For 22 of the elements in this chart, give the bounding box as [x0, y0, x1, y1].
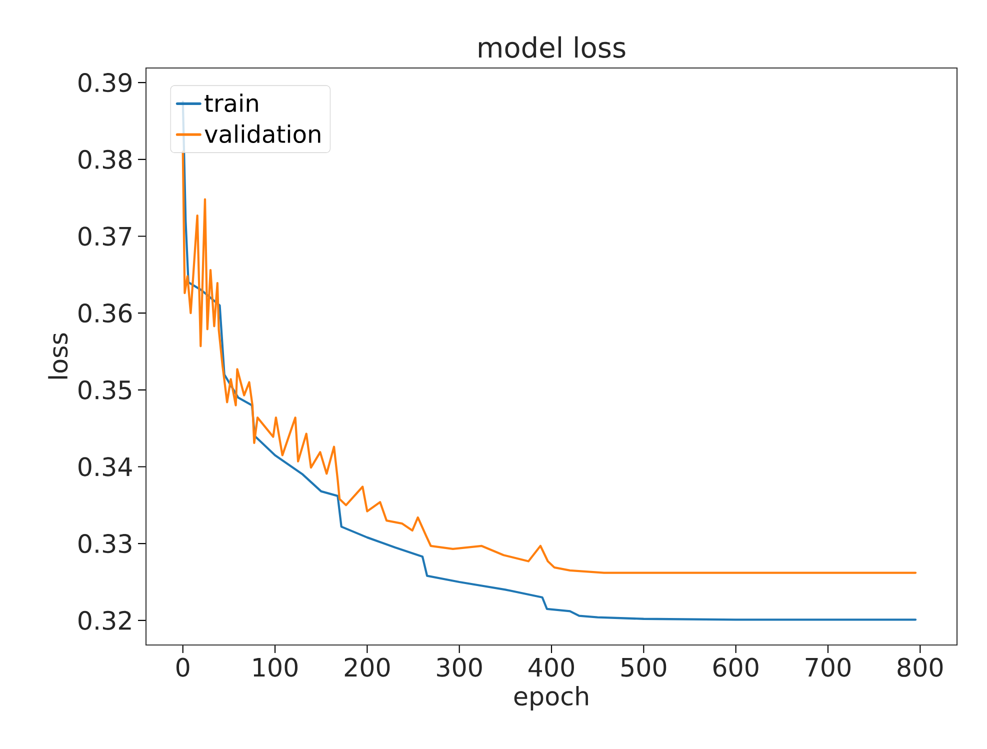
x-tick-label: 400: [528, 658, 574, 677]
chart-title: model loss: [478, 36, 626, 58]
y-tick-label: 0.35: [78, 380, 132, 400]
y-tick-label: 0.37: [78, 226, 132, 246]
y-tick-label: 0.38: [78, 150, 132, 169]
y-tick-label: 0.34: [78, 457, 132, 476]
x-axis-title: epoch: [514, 686, 588, 711]
y-tick-label: 0.32: [78, 610, 131, 630]
y-tick-label: 0.33: [78, 534, 132, 554]
x-tick-label: 800: [898, 658, 943, 677]
legend-label: validation: [204, 124, 320, 144]
x-tick-label: 500: [621, 658, 666, 677]
x-tick-label: 0: [176, 658, 190, 677]
x-tick-label: 700: [806, 658, 850, 677]
x-tick-label: 300: [437, 658, 482, 677]
x-tick-label: 100: [254, 658, 298, 677]
x-tick-label: 200: [344, 658, 390, 677]
x-tick-label: 600: [713, 658, 758, 677]
y-tick-label: 0.39: [78, 73, 132, 92]
legend-label: train: [204, 94, 258, 112]
y-tick-label: 0.36: [78, 304, 132, 323]
y-axis-title: loss: [48, 333, 68, 379]
